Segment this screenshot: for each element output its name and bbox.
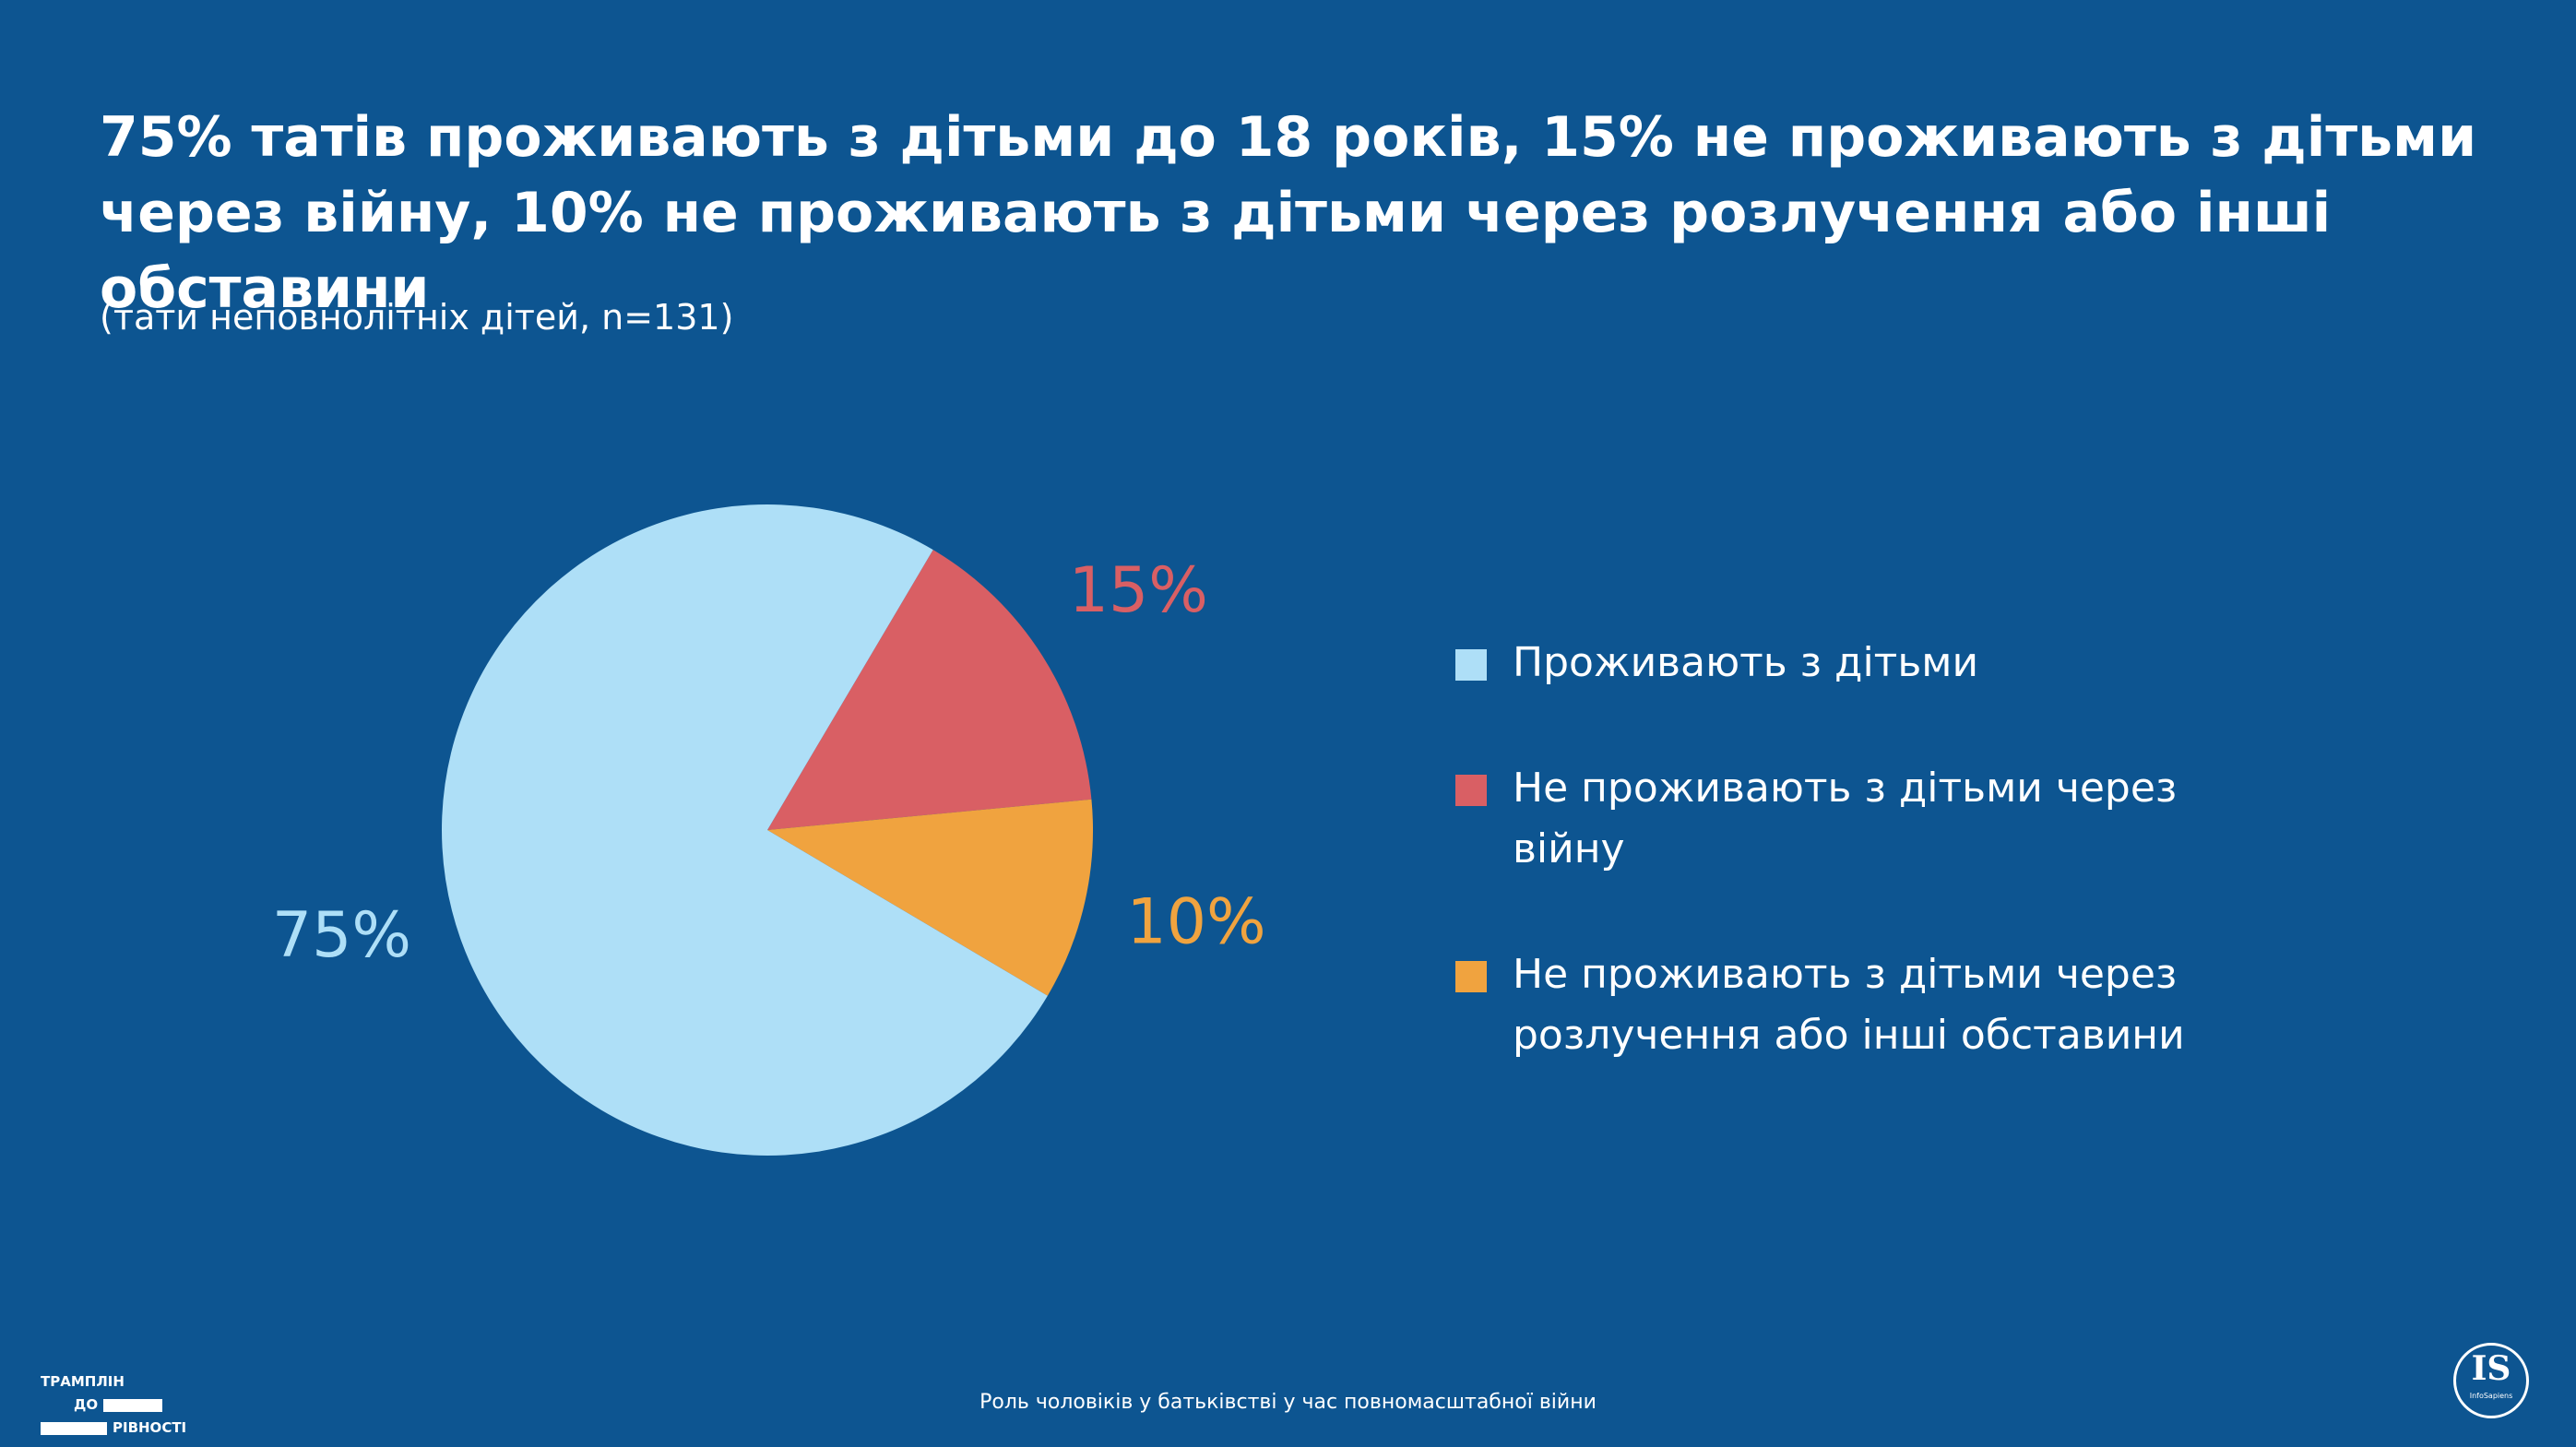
- legend-label: Проживають з дітьми: [1513, 639, 1979, 686]
- pie-slice: [767, 799, 1093, 996]
- legend-item: Не проживають з дітьми через війну: [1455, 758, 2287, 880]
- logo-row: ДО: [41, 1394, 186, 1417]
- data-label: 15%: [1069, 554, 1208, 627]
- logo-text: ДО: [74, 1396, 99, 1413]
- legend-label: Не проживають з дітьми через війну: [1513, 765, 2178, 872]
- legend-swatch: [1455, 649, 1487, 681]
- logo-text: РІВНОСТІ: [113, 1419, 187, 1436]
- logo-text: ТРАМПЛІН: [41, 1373, 125, 1390]
- logo-text: IS: [2471, 1349, 2511, 1388]
- legend-item: Не проживають з дітьми через розлучення …: [1455, 944, 2287, 1066]
- logo-bar: [41, 1421, 107, 1435]
- legend: Проживають з дітьми Не проживають з дітьм…: [1455, 633, 2287, 1131]
- pie-slice: [441, 504, 1048, 1156]
- legend-swatch: [1455, 775, 1487, 806]
- data-label: 10%: [1127, 886, 1266, 959]
- pie-slice: [767, 550, 1092, 830]
- chart-subtitle: (тати неповнолітніх дітей, n=131): [100, 297, 734, 338]
- legend-swatch: [1455, 961, 1487, 992]
- logo-left: ТРАМПЛІН ДО РІВНОСТІ: [41, 1370, 186, 1440]
- logo-right: IS InfoSapiens: [2453, 1343, 2529, 1418]
- legend-label: Не проживають з дітьми через розлучення …: [1513, 951, 2185, 1059]
- legend-item: Проживають з дітьми: [1455, 633, 2287, 694]
- logo-bar: [103, 1398, 163, 1412]
- data-label: 75%: [272, 899, 411, 972]
- logo-text: InfoSapiens: [2469, 1392, 2513, 1400]
- logo-row: РІВНОСТІ: [41, 1417, 186, 1440]
- chart-title: 75% татів проживають з дітьми до 18 рокі…: [100, 105, 2477, 321]
- footer-caption: Роль чоловіків у батьківстві у час повно…: [979, 1391, 1597, 1414]
